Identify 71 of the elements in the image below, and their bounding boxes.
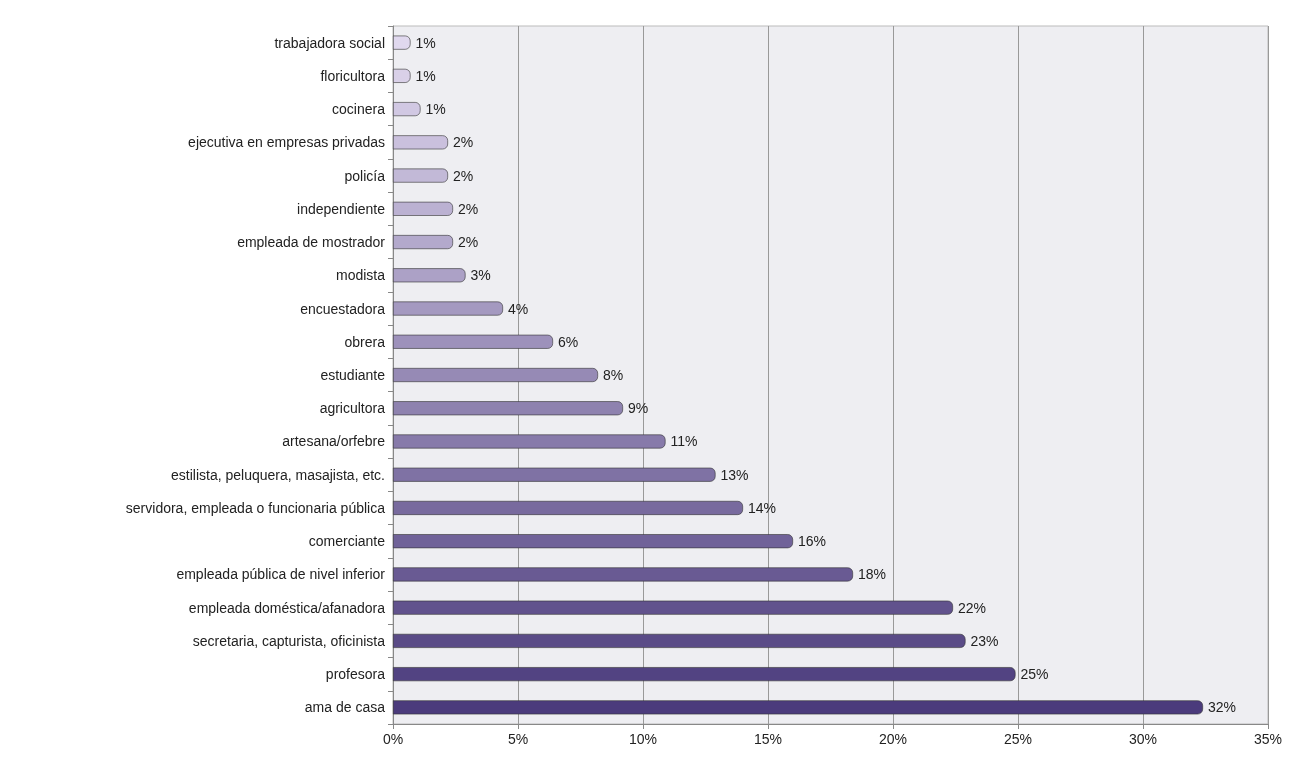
bar xyxy=(393,301,503,316)
y-tick-label: empleada de mostrador xyxy=(237,234,386,251)
bar xyxy=(393,434,666,449)
data-label: 1% xyxy=(415,34,436,51)
x-tick-label: 25% xyxy=(1003,731,1033,747)
x-tick-label: 35% xyxy=(1253,731,1283,747)
y-tick-label: modista xyxy=(335,267,386,284)
data-label: 1% xyxy=(415,67,436,84)
bar xyxy=(393,235,453,250)
data-label: 2% xyxy=(458,234,479,251)
bar xyxy=(393,700,1203,715)
bar xyxy=(393,401,623,416)
bar xyxy=(393,567,853,582)
data-label: 16% xyxy=(798,533,827,550)
y-tick-label: obrera xyxy=(344,333,386,350)
y-tick-label: ama de casa xyxy=(304,699,386,716)
x-tick-label: 15% xyxy=(753,731,783,747)
y-tick-label: ejecutiva en empresas privadas xyxy=(188,134,385,151)
bar xyxy=(393,35,411,50)
bar xyxy=(393,500,743,515)
data-label: 6% xyxy=(558,333,579,350)
bar xyxy=(393,68,411,83)
bar xyxy=(393,168,448,183)
y-tick-label: policía xyxy=(344,167,386,184)
bar xyxy=(393,667,1016,682)
data-label: 13% xyxy=(720,466,749,483)
data-label: 1% xyxy=(425,101,446,118)
y-tick-label: artesana/orfebre xyxy=(282,433,386,450)
data-label: 2% xyxy=(453,167,474,184)
x-tick-label: 10% xyxy=(628,731,658,747)
bar xyxy=(393,633,966,648)
bar xyxy=(393,102,421,117)
bar xyxy=(393,368,598,382)
y-tick-label: secretaria, capturista, oficinista xyxy=(192,632,386,649)
y-tick-label: empleada pública de nivel inferior xyxy=(176,566,386,583)
data-label: 18% xyxy=(858,566,887,583)
x-tick-label: 30% xyxy=(1128,731,1158,747)
data-label: 9% xyxy=(628,400,649,417)
y-tick-label: independiente xyxy=(297,200,386,217)
data-label: 25% xyxy=(1020,666,1049,683)
data-label: 3% xyxy=(470,267,491,284)
bar xyxy=(393,268,466,283)
y-tick-label: cocinera xyxy=(332,101,386,118)
y-tick-label: comerciante xyxy=(308,533,386,550)
y-tick-label: profesora xyxy=(325,666,386,683)
bar xyxy=(393,135,448,150)
y-tick-label: estudiante xyxy=(320,367,386,383)
data-label: 8% xyxy=(603,367,624,383)
data-label: 2% xyxy=(458,200,479,217)
y-tick-label: servidora, empleada o funcionaria pública xyxy=(125,499,386,516)
y-tick-label: empleada doméstica/afanadora xyxy=(188,599,386,616)
x-tick-label: 0% xyxy=(382,731,404,747)
data-label: 11% xyxy=(670,433,698,450)
data-label: 14% xyxy=(748,499,777,516)
y-tick-label: agricultora xyxy=(319,400,386,417)
bar xyxy=(393,201,453,216)
y-tick-label: floricultora xyxy=(320,67,386,84)
bar xyxy=(393,600,953,615)
y-tick-label: encuestadora xyxy=(300,300,386,317)
y-tick-label: trabajadora social xyxy=(274,34,385,51)
data-label: 23% xyxy=(970,632,999,649)
x-tick-label: 20% xyxy=(878,731,908,747)
bar xyxy=(393,467,716,482)
data-label: 32% xyxy=(1208,699,1237,716)
data-label: 2% xyxy=(453,134,474,151)
data-label: 22% xyxy=(958,599,987,616)
bar xyxy=(393,334,553,349)
bar xyxy=(393,534,793,549)
x-tick-label: 5% xyxy=(507,731,529,747)
data-label: 4% xyxy=(508,300,529,317)
y-tick-label: estilista, peluquera, masajista, etc. xyxy=(171,466,385,483)
